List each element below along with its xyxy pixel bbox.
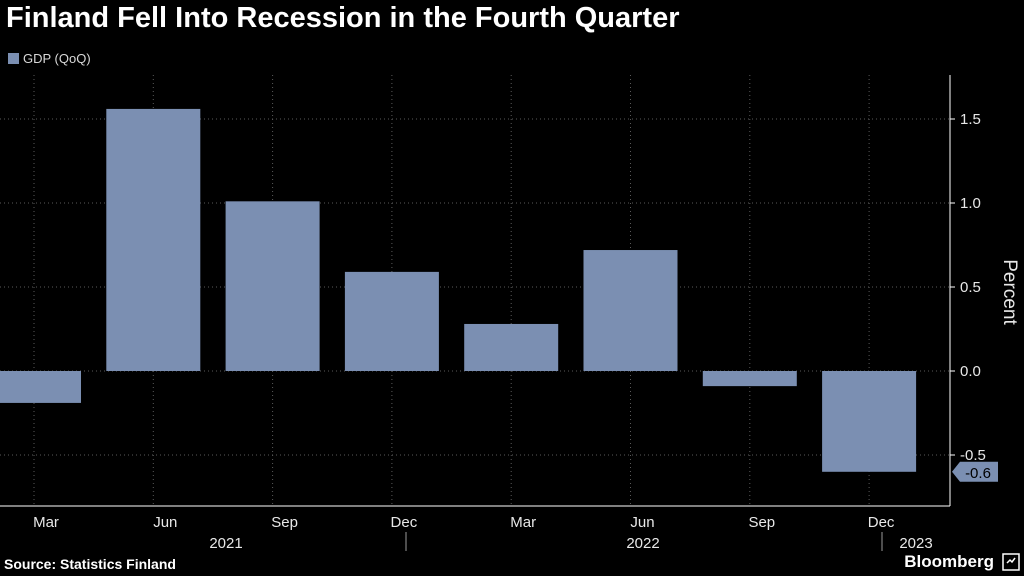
x-tick-label-0: Mar: [33, 514, 59, 531]
y-axis-title: Percent: [999, 259, 1020, 325]
year-label-2022: 2022: [626, 535, 659, 552]
bloomberg-mark-icon: [1002, 553, 1020, 571]
year-label-2023: 2023: [899, 535, 932, 552]
last-value-label: -0.6: [965, 465, 991, 482]
x-tick-label-4: Mar: [510, 514, 536, 531]
bloomberg-logo: Bloomberg: [904, 552, 994, 571]
x-tick-label-7: Dec: [868, 514, 895, 531]
y-tick-label-3: 0.0: [960, 363, 981, 380]
bar-5: [583, 250, 678, 371]
y-tick-label-4: -0.5: [960, 447, 986, 464]
source-note: Source: Statistics Finland: [4, 556, 176, 572]
x-tick-label-6: Sep: [748, 514, 775, 531]
y-tick-label-0: 1.5: [960, 111, 981, 128]
y-tick-label-1: 1.0: [960, 195, 981, 212]
bar-4: [464, 323, 559, 371]
last-value-callout: [952, 461, 998, 482]
chart-title: Finland Fell Into Recession in the Fourt…: [6, 2, 680, 34]
bar-2: [225, 201, 320, 371]
legend-label: GDP (QoQ): [23, 51, 91, 66]
year-label-2021: 2021: [209, 535, 242, 552]
bar-3: [344, 271, 439, 371]
x-tick-label-5: Jun: [630, 514, 654, 531]
x-tick-label-1: Jun: [153, 514, 177, 531]
y-tick-label-2: 0.5: [960, 279, 981, 296]
bar-6: [702, 371, 797, 387]
x-tick-label-3: Dec: [391, 514, 418, 531]
bar-7: [822, 371, 917, 472]
legend: GDP (QoQ): [8, 51, 91, 66]
x-tick-label-2: Sep: [271, 514, 298, 531]
bar-0: [0, 371, 81, 403]
bar-1: [106, 108, 201, 372]
legend-swatch: [8, 53, 19, 64]
